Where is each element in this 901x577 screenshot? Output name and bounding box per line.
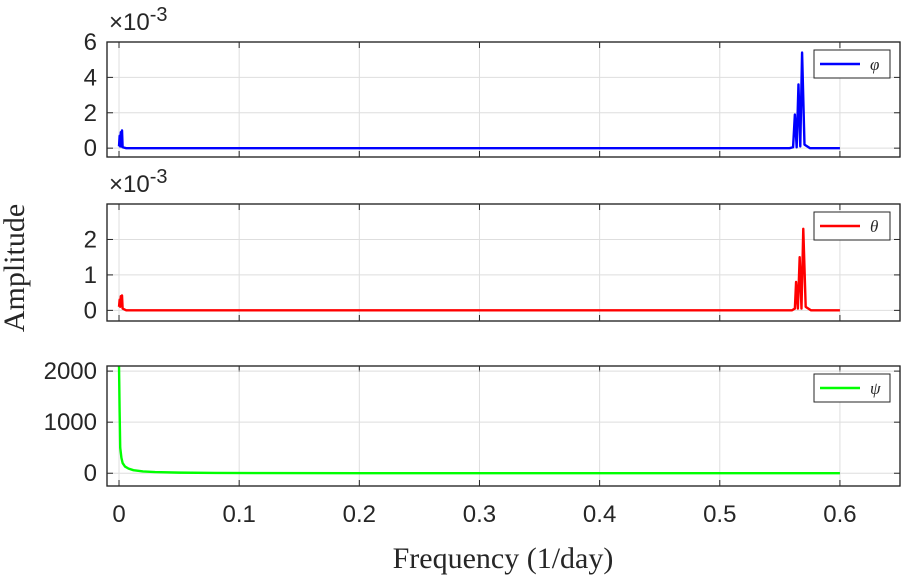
y-axis-title: Amplitude: [0, 204, 31, 332]
psi-legend-label: ψ: [870, 379, 881, 398]
theta-series-line: [117, 227, 840, 312]
theta-axes-box: [106, 203, 901, 322]
phi-series-line: [117, 51, 840, 150]
phi-axes-border: [106, 41, 901, 158]
x-tick-label: 0.2: [343, 501, 376, 528]
theta-exponent-label: ×10-3: [109, 166, 168, 198]
phi-axes-box: [106, 41, 901, 158]
subplot-phi: 0 2 4 6 ×10-3 φ: [84, 4, 901, 162]
phi-y-tick-label: 0: [84, 135, 97, 162]
phi-y-tick-label: 6: [84, 29, 97, 56]
psi-y-tick-label: 2000: [44, 358, 97, 385]
x-tick-label: 0.3: [463, 501, 496, 528]
phi-legend-label: φ: [870, 55, 879, 74]
x-axis-title: Frequency (1/day): [393, 542, 614, 575]
psi-y-tick-label: 1000: [44, 409, 97, 436]
theta-legend-label: θ: [870, 217, 878, 236]
phi-exponent-label: ×10-3: [109, 4, 168, 36]
x-tick-label: 0.4: [583, 501, 616, 528]
x-tick-label: 0.6: [823, 501, 856, 528]
subplot-psi: 0 0.1 0.2 0.3 0.4 0.5 0.6 0 1000 2000 ψ: [44, 358, 901, 528]
subplot-theta: 0 1 2 ×10-3 θ: [84, 166, 901, 324]
x-tick-label: 0.1: [222, 501, 255, 528]
psi-axes-border: [106, 365, 901, 487]
theta-axes-border: [106, 203, 901, 322]
x-tick-label: 0: [112, 501, 125, 528]
phi-y-tick-label: 4: [84, 64, 97, 91]
psi-series-line: [117, 365, 840, 475]
phi-y-tick-label: 2: [84, 100, 97, 127]
x-tick-label: 0.5: [703, 501, 736, 528]
theta-y-tick-label: 0: [84, 297, 97, 324]
psi-axes-box: [106, 365, 901, 487]
psi-y-tick-label: 0: [84, 460, 97, 487]
theta-y-tick-label: 1: [84, 262, 97, 289]
theta-y-tick-label: 2: [84, 226, 97, 253]
